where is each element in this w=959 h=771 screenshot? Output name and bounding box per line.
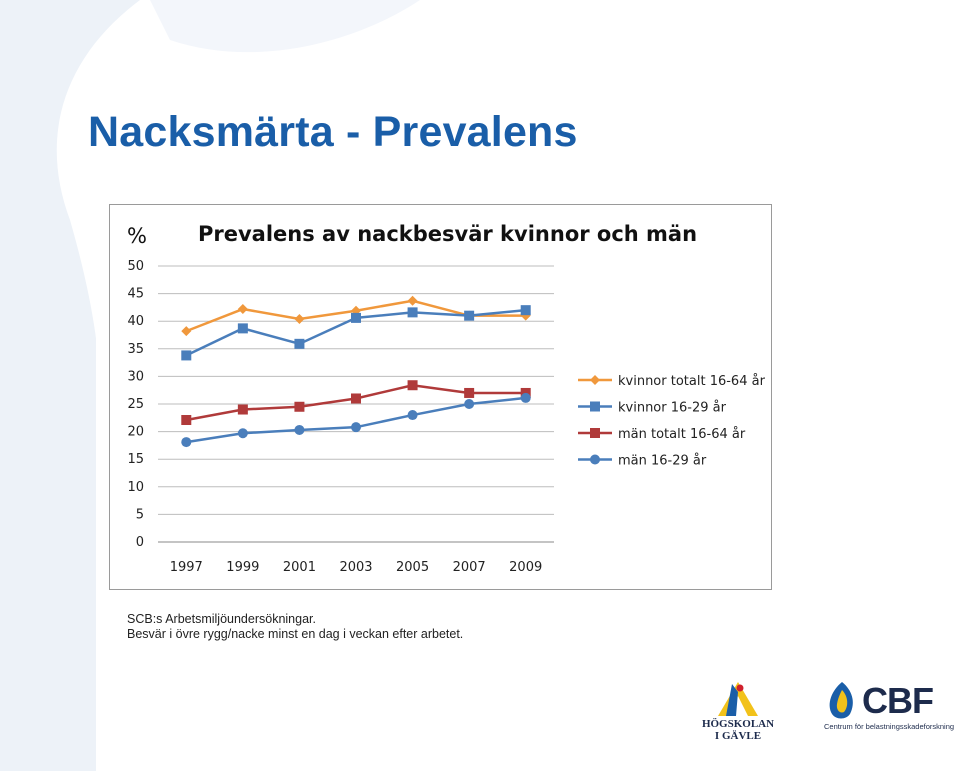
data-point <box>464 387 475 398</box>
data-point <box>181 415 192 426</box>
data-point <box>237 323 248 334</box>
data-point <box>407 380 418 391</box>
legend-marker <box>590 428 600 438</box>
legend-marker <box>590 454 600 465</box>
data-point <box>407 410 418 421</box>
legend-label: män totalt 16-64 år <box>618 427 746 442</box>
data-point <box>464 310 475 321</box>
y-tick-label: 30 <box>127 369 144 384</box>
x-tick-label: 2007 <box>453 560 486 575</box>
data-point <box>520 310 531 321</box>
background-swoosh <box>0 0 140 771</box>
y-tick-label: 35 <box>127 342 144 357</box>
data-point <box>294 338 305 349</box>
data-point <box>351 305 361 316</box>
data-point <box>294 401 305 412</box>
y-tick-label: 0 <box>136 535 144 550</box>
source-note: SCB:s Arbetsmiljöundersökningar. Besvär … <box>127 612 463 642</box>
cbf-logo-mark <box>829 682 853 719</box>
legend-marker <box>590 401 600 412</box>
data-point <box>520 392 531 403</box>
series-line-4 <box>186 396 526 444</box>
slide-title: Nacksmärta - Prevalens <box>88 108 578 156</box>
data-point <box>181 437 192 448</box>
x-tick-label: 1997 <box>170 560 203 575</box>
x-tick-label: 2005 <box>396 560 429 575</box>
y-tick-label: 45 <box>127 287 144 302</box>
data-point <box>464 399 475 409</box>
y-tick-label: 40 <box>127 314 144 329</box>
data-point <box>181 326 192 337</box>
hogskolan-logo-text: HÖGSKOLAN I GÄVLE <box>696 718 780 742</box>
x-tick-label: 2001 <box>283 560 316 575</box>
data-point <box>351 312 361 323</box>
data-point <box>294 313 305 324</box>
y-tick-label: 25 <box>127 397 144 412</box>
legend-marker <box>590 375 600 385</box>
y-tick-label: 20 <box>127 425 144 440</box>
y-tick-label: 15 <box>127 452 144 467</box>
chart-frame: 0 5 10 15 20 25 30 35 40 45 50 1997 1999 2001 2003 2005… <box>109 204 772 590</box>
legend-label: män 16-29 år <box>618 454 707 469</box>
data-point <box>407 307 418 318</box>
y-tick-label: 5 <box>136 507 144 522</box>
background-swoosh-top <box>150 0 420 53</box>
x-tick-label: 2003 <box>339 560 372 575</box>
hogskolan-logo-line1: HÖGSKOLAN <box>701 718 775 730</box>
cbf-logo-word: CBF <box>862 680 934 721</box>
y-tick-label: 50 <box>127 259 144 274</box>
data-point <box>237 304 248 315</box>
data-point <box>407 295 418 306</box>
data-point <box>237 404 248 415</box>
hogskolan-gavle-logo: HÖGSKOLAN I GÄVLE <box>696 678 780 748</box>
source-line-1: SCB:s Arbetsmiljöundersökningar. <box>127 612 316 626</box>
line-chart: 0 5 10 15 20 25 30 35 40 45 50 1997 1999 2001 2003 2005… <box>127 222 766 575</box>
source-line-2: Besvär i övre rygg/nacke minst en dag i … <box>127 627 464 641</box>
data-point <box>351 422 361 433</box>
x-tick-label: 1999 <box>226 560 259 575</box>
legend-label: kvinnor totalt 16-64 år <box>618 374 766 389</box>
data-point <box>520 305 531 316</box>
y-axis-label: % <box>127 224 147 248</box>
data-point <box>181 350 192 361</box>
chart-title: Prevalens av nackbesvär kvinnor och män <box>198 222 697 246</box>
data-point <box>351 393 361 404</box>
hogskolan-logo-mark <box>718 682 758 716</box>
cbf-logo-subtitle: Centrum för belastningsskadeforskning <box>824 722 955 731</box>
cbf-logo: CBF Centrum för belastningsskadeforsknin… <box>822 680 959 736</box>
legend-label: kvinnor 16-29 år <box>618 401 727 416</box>
data-point <box>237 428 248 439</box>
hogskolan-logo-line2: I GÄVLE <box>714 730 762 742</box>
x-tick-label: 2009 <box>509 560 542 575</box>
y-tick-label: 10 <box>127 480 144 495</box>
data-point <box>294 424 305 435</box>
